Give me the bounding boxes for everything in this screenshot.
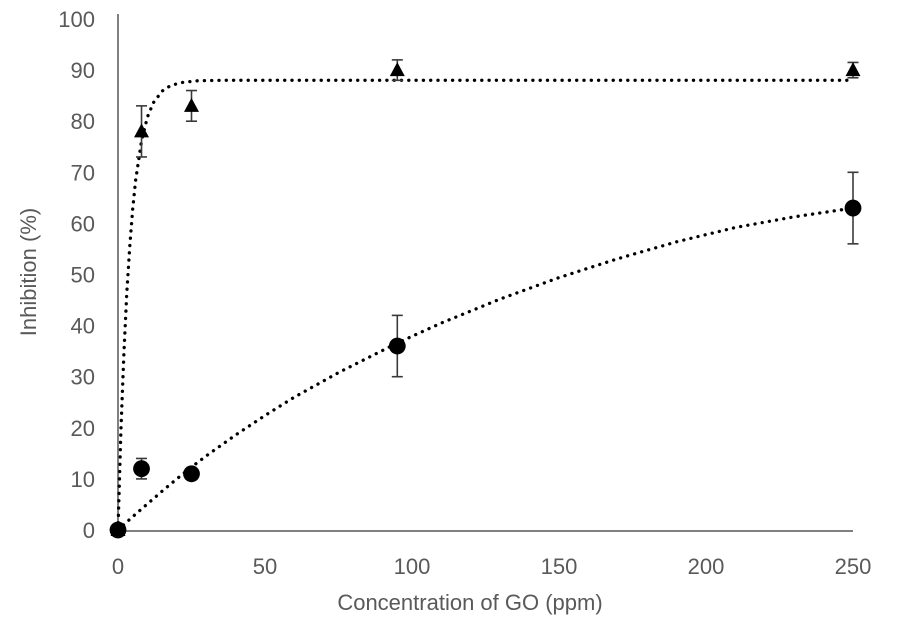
circle-marker — [133, 460, 150, 478]
triangle-series-group — [110, 59, 861, 536]
circle-marker — [183, 465, 200, 483]
x-tick-label: 150 — [541, 554, 578, 579]
x-axis-title: Concentration of GO (ppm) — [337, 590, 602, 615]
y-tick-label: 20 — [71, 416, 95, 441]
triangle-marker — [134, 123, 150, 138]
x-tick-label: 250 — [835, 554, 872, 579]
y-tick-label: 40 — [71, 314, 95, 339]
y-tick-label: 70 — [71, 160, 95, 185]
x-tick-label: 200 — [688, 554, 725, 579]
x-tick-label: 0 — [112, 554, 124, 579]
circle-marker — [109, 521, 127, 539]
circle-marker — [844, 199, 862, 217]
triangle-marker — [184, 97, 199, 112]
circle-series-group — [109, 171, 862, 539]
x-tick-label: 100 — [394, 554, 431, 579]
y-tick-label: 50 — [71, 263, 95, 288]
y-tick-label: 100 — [58, 7, 95, 32]
x-tick-label: 50 — [253, 554, 277, 579]
circle-series-trendline — [116, 206, 855, 532]
y-tick-label: 80 — [71, 109, 95, 134]
triangle-marker — [389, 62, 405, 77]
y-tick-label: 0 — [83, 518, 95, 543]
triangle-marker — [845, 62, 861, 77]
triangle-series-trendline — [116, 78, 855, 532]
y-tick-label: 90 — [71, 58, 95, 83]
y-tick-label: 10 — [71, 467, 95, 492]
y-tick-label: 60 — [71, 211, 95, 236]
y-axis-title: Inhibition (%) — [16, 208, 41, 336]
circle-marker — [388, 337, 406, 355]
y-tick-label: 30 — [71, 365, 95, 390]
